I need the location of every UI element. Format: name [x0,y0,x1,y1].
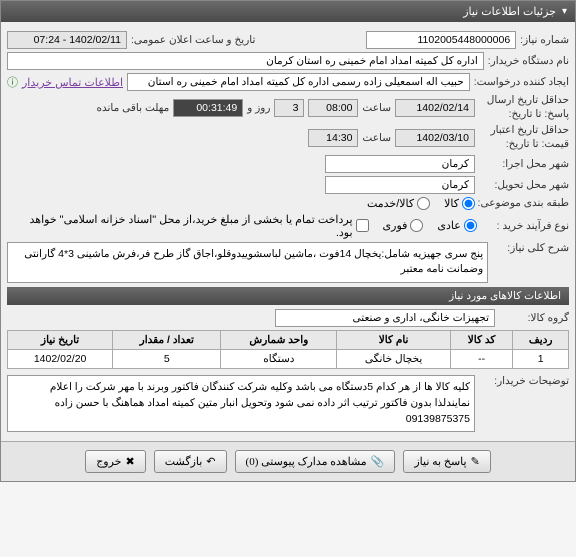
main-panel: ▾ جزئیات اطلاعات نیاز شماره نیاز: 110200… [0,0,576,482]
radio-normal[interactable]: عادی [437,219,476,232]
panel-title: جزئیات اطلاعات نیاز [463,5,556,18]
radio-urgent-label: فوری [383,219,408,232]
row-class: طبقه بندی موضوعی: کالا کالا/خدمت [7,197,569,210]
col-code: کد کالا [450,331,513,350]
reply-icon: ✎ [471,455,480,468]
reply-button[interactable]: ✎ پاسخ به نیاز [403,450,490,473]
radio-kala-label: کالا [444,197,459,210]
saat-label-2: ساعت [362,132,391,144]
row-exec-city: شهر محل اجرا: کرمان [7,155,569,173]
announce-label: تاریخ و ساعت اعلان عمومی: [131,34,255,46]
radio-khedmat-input[interactable] [417,197,430,210]
process-label: نوع فرآیند خرید : [481,220,569,232]
row-need-no: شماره نیاز: 1102005448000006 تاریخ و ساع… [7,31,569,49]
row-creator: ایجاد کننده درخواست: حبیب اله اسمعیلی زا… [7,73,569,91]
check-treasury-label: پرداخت تمام یا بخشی از مبلغ خرید،از محل … [17,213,353,239]
table-row[interactable]: 1 -- یخچال خانگی دستگاه 5 1402/02/20 [8,350,569,369]
row-group: گروه کالا: تجهیزات خانگی، اداری و صنعتی [7,309,569,327]
row-org: نام دستگاه خریدار: اداره کل کمیته امداد … [7,52,569,70]
reply-label: پاسخ به نیاز [414,455,466,468]
attach-button[interactable]: 📎 مشاهده مدارک پیوستی (0) [235,450,396,473]
cell-name: یخچال خانگی [337,350,450,369]
radio-khedmat[interactable]: کالا/خدمت [367,197,430,210]
row-deadline: حداقل تاریخ ارسال پاسخ: تا تاریخ: 1402/0… [7,94,569,121]
col-row: ردیف [513,331,569,350]
desc-value: پنج سری جهیزیه شامل:یخچال 14فوت ،ماشین ل… [7,242,488,284]
notes-label: توضیحات خریدار: [479,375,569,387]
days-value: 3 [274,99,304,117]
cell-qty: 5 [113,350,221,369]
need-no-value: 1102005448000006 [366,31,516,49]
notes-value: کلیه کالا ها از هر کدام 5دستگاه می باشد … [7,375,475,432]
deadline-date: 1402/02/14 [395,99,475,117]
radio-urgent[interactable]: فوری [383,219,424,232]
class-label: طبقه بندی موضوعی: [479,197,569,209]
deliv-city-value: کرمان [325,176,475,194]
deadline-label: حداقل تاریخ ارسال پاسخ: تا تاریخ: [479,94,569,121]
row-deliv-city: شهر محل تحویل: کرمان [7,176,569,194]
credit-date: 1402/03/10 [395,129,475,147]
org-value: اداره کل کمیته امداد امام خمینی ره استان… [7,52,484,70]
radio-normal-input[interactable] [464,219,477,232]
row-credit: حداقل تاریخ اعتبار قیمت: تا تاریخ: 1402/… [7,124,569,151]
cell-unit: دستگاه [221,350,337,369]
credit-time: 14:30 [308,129,358,147]
radio-khedmat-label: کالا/خدمت [367,197,414,210]
back-button[interactable]: ↶ بازگشت [154,450,227,473]
remaining-label: مهلت باقی مانده [96,102,169,114]
exit-label: خروج [96,455,121,468]
deliv-city-label: شهر محل تحویل: [479,179,569,191]
radio-kala[interactable]: کالا [444,197,475,210]
info-icon[interactable]: ⓘ [7,74,18,90]
creator-label: ایجاد کننده درخواست: [474,76,569,88]
cell-date: 1402/02/20 [8,350,113,369]
org-label: نام دستگاه خریدار: [488,55,569,67]
check-treasury[interactable]: پرداخت تمام یا بخشی از مبلغ خرید،از محل … [17,213,369,239]
col-qty: تعداد / مقدار [113,331,221,350]
attach-label: مشاهده مدارک پیوستی (0) [246,455,367,468]
row-process: نوع فرآیند خرید : عادی فوری پرداخت تمام … [7,213,569,239]
chevron-down-icon: ▾ [562,6,567,17]
footer: ✎ پاسخ به نیاز 📎 مشاهده مدارک پیوستی (0)… [1,441,575,481]
creator-value: حبیب اله اسمعیلی زاده رسمی اداره کل کمیت… [127,73,470,91]
radio-urgent-input[interactable] [410,219,423,232]
cell-row: 1 [513,350,569,369]
radio-normal-label: عادی [437,219,460,232]
goods-table: ردیف کد کالا نام کالا واحد شمارش تعداد /… [7,330,569,369]
back-icon: ↶ [206,455,215,468]
goods-header: اطلاعات کالاهای مورد نیاز [7,287,569,305]
exec-city-value: کرمان [325,155,475,173]
check-treasury-input[interactable] [356,219,369,232]
announce-value: 1402/02/11 - 07:24 [7,31,127,49]
contact-link[interactable]: اطلاعات تماس خریدار [22,76,123,89]
row-notes: توضیحات خریدار: کلیه کالا ها از هر کدام … [7,375,569,432]
radio-kala-input[interactable] [462,197,475,210]
deadline-time: 08:00 [308,99,358,117]
cell-code: -- [450,350,513,369]
saat-label-1: ساعت [362,102,391,114]
back-label: بازگشت [165,455,203,468]
exec-city-label: شهر محل اجرا: [479,158,569,170]
col-date: تاریخ نیاز [8,331,113,350]
remaining-time: 00:31:49 [173,99,243,117]
col-unit: واحد شمارش [221,331,337,350]
table-header-row: ردیف کد کالا نام کالا واحد شمارش تعداد /… [8,331,569,350]
credit-label: حداقل تاریخ اعتبار قیمت: تا تاریخ: [479,124,569,151]
attach-icon: 📎 [371,455,385,468]
row-desc: شرح کلی نیاز: پنج سری جهیزیه شامل:یخچال … [7,242,569,284]
content-area: شماره نیاز: 1102005448000006 تاریخ و ساع… [1,22,575,441]
panel-header: ▾ جزئیات اطلاعات نیاز [1,1,575,22]
group-label: گروه کالا: [499,312,569,324]
days-label: روز و [247,102,270,114]
desc-label: شرح کلی نیاز: [492,242,569,254]
col-name: نام کالا [337,331,450,350]
need-no-label: شماره نیاز: [520,34,569,46]
group-value: تجهیزات خانگی، اداری و صنعتی [275,309,495,327]
exit-button[interactable]: ✖ خروج [85,450,146,473]
exit-icon: ✖ [126,455,135,468]
